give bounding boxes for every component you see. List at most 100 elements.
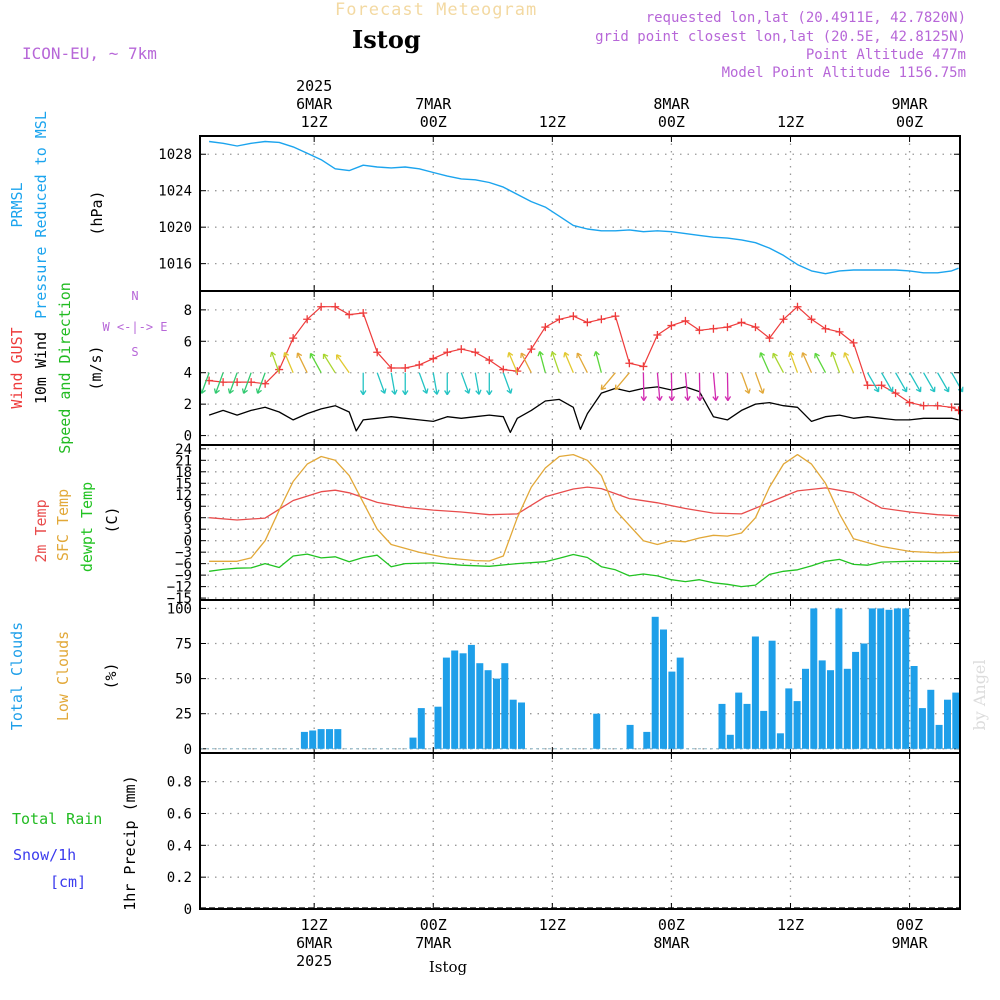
arrow-shaft: [228, 372, 238, 394]
gust-marker: [709, 324, 718, 333]
dewpt-label: dewpt Temp: [78, 482, 96, 572]
clouds-unit: (%): [102, 662, 120, 689]
panel-frame: [199, 752, 961, 910]
arrow-head: [402, 390, 409, 396]
cloud-bar: [952, 692, 960, 749]
wind-direction-arrow: [227, 372, 238, 394]
gust-marker: [387, 364, 396, 372]
time-label-bottom: 7MAR: [415, 934, 452, 952]
cloud-bar: [442, 657, 450, 749]
cloud-bar: [309, 730, 317, 749]
point-altitude: Point Altitude 477m: [805, 47, 966, 63]
cloud-bar: [868, 608, 876, 749]
cloud-bar: [501, 663, 509, 749]
cloud-bar: [885, 609, 893, 749]
arrow-head: [901, 386, 908, 393]
gust-marker: [891, 389, 900, 398]
wind-direction-arrow: [486, 372, 493, 396]
arrow-shaft: [801, 352, 813, 373]
gust-marker: [345, 310, 354, 319]
gust-marker: [247, 378, 256, 387]
arrow-shaft: [520, 352, 532, 374]
wind-direction-arrow: [359, 372, 367, 396]
arrow-head: [507, 351, 514, 358]
cloud-bar: [927, 689, 935, 749]
arrow-head: [712, 395, 719, 402]
arrow-shaft: [336, 354, 350, 374]
time-label-top: 2025: [296, 77, 332, 95]
arrow-shaft: [684, 372, 689, 401]
wind-direction-arrow: [199, 372, 210, 394]
precip-unit: 1hr Precip (mm): [121, 775, 139, 910]
wind-direction-arrow: [923, 372, 936, 393]
wind-direction-arrow: [283, 351, 294, 373]
wind-direction-arrow: [772, 352, 785, 374]
tick-label: 6: [184, 511, 192, 527]
time-label-top: 9MAR: [892, 95, 929, 113]
arrow-head: [563, 351, 570, 358]
arrow-head: [772, 352, 778, 359]
cloud-bar: [893, 608, 901, 749]
gust-marker: [233, 378, 242, 387]
wind-direction-arrow: [550, 351, 560, 373]
tick-label: 3: [184, 522, 192, 538]
time-label-bottom: 12Z: [539, 916, 566, 934]
tick-label: 0: [184, 742, 192, 758]
arrow-head: [887, 386, 894, 393]
arrow-shaft: [257, 372, 266, 394]
wind-direction-arrow: [474, 372, 482, 395]
arrow-head: [550, 351, 557, 357]
wind-direction-arrow: [712, 372, 719, 402]
sfc-temp-label: SFC Temp: [54, 489, 72, 561]
wind-direction-arrow: [296, 352, 308, 373]
wind-direction-arrow: [309, 352, 322, 374]
requested-location: requested lon,lat (20.4911E, 42.7820N): [645, 10, 966, 26]
arrow-head: [241, 388, 248, 394]
arrow-shaft: [296, 352, 308, 373]
arrow-head: [359, 390, 367, 396]
tick-label: 0.8: [167, 775, 192, 791]
cloud-bar: [409, 737, 417, 749]
wind-direction-arrow: [754, 372, 765, 394]
time-label-bottom: 8MAR: [653, 934, 690, 952]
wind-direction-arrow: [830, 351, 841, 373]
arrow-head: [213, 388, 220, 394]
cloud-bar: [810, 608, 818, 749]
tick-label: −9: [175, 568, 192, 584]
temp-label: 2m Temp: [32, 499, 50, 562]
wind-direction-arrow: [668, 372, 676, 402]
wind-direction-arrow: [740, 372, 751, 394]
pressure-line: [209, 140, 959, 275]
pressure-label: PRMSL: [8, 182, 26, 227]
arrow-shaft: [740, 372, 750, 394]
cloud-bar: [902, 608, 910, 749]
cloud-bar: [476, 663, 484, 749]
arrow-shaft: [539, 351, 546, 373]
wind-direction-arrow: [640, 372, 648, 402]
time-label-bottom: 12Z: [301, 916, 328, 934]
tick-label: 0: [184, 902, 192, 918]
cloud-bar: [300, 731, 308, 749]
snow-unit: [cm]: [50, 873, 86, 891]
arrow-head: [322, 353, 329, 360]
cloud-bar: [852, 651, 860, 749]
cloud-bar: [751, 636, 759, 749]
arrow-shaft: [460, 372, 470, 394]
time-label-bottom: 6MAR: [296, 934, 333, 952]
wind-direction-arrow: [520, 352, 532, 374]
wind-direction-arrow: [724, 372, 732, 402]
arrow-shaft: [508, 352, 518, 373]
arrow-shaft: [831, 351, 841, 373]
cloud-bar: [860, 643, 868, 749]
wind-direction-arrow: [788, 351, 799, 373]
temp-line-sfc-temp: [209, 453, 959, 562]
temp-unit: (C): [103, 506, 121, 533]
model-altitude: Model Point Altitude 1156.75m: [721, 65, 966, 81]
gust-marker: [541, 323, 550, 332]
gust-marker: [849, 338, 858, 347]
pressure-label: Pressure Reduced to MSL: [32, 111, 50, 319]
gust-marker: [723, 323, 732, 332]
tick-label: 8: [184, 303, 192, 319]
tick-label: −3: [175, 545, 192, 561]
